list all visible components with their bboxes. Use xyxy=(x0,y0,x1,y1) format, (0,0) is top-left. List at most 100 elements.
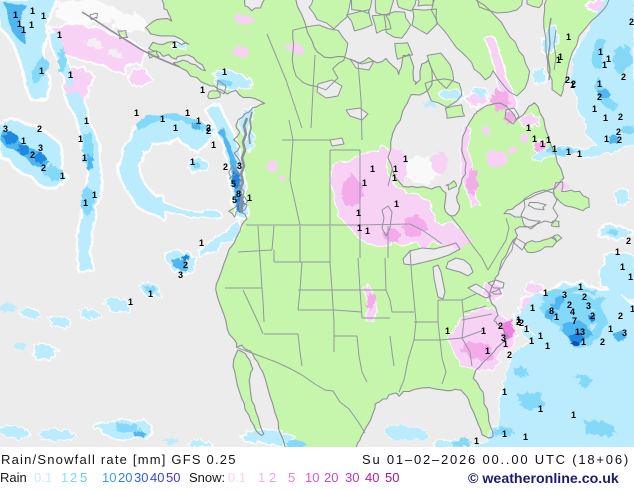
svg-text:3: 3 xyxy=(178,270,183,280)
svg-text:1: 1 xyxy=(538,331,543,341)
svg-text:1: 1 xyxy=(530,303,535,313)
svg-text:1: 1 xyxy=(365,226,370,236)
svg-text:1: 1 xyxy=(82,153,87,163)
svg-text:2: 2 xyxy=(206,123,211,133)
svg-text:1: 1 xyxy=(185,108,190,118)
svg-text:1: 1 xyxy=(566,147,571,157)
svg-text:1: 1 xyxy=(370,164,375,174)
svg-text:1: 1 xyxy=(13,10,18,20)
svg-text:1: 1 xyxy=(577,149,582,159)
svg-text:1: 1 xyxy=(570,80,575,90)
svg-text:1: 1 xyxy=(604,134,609,144)
svg-text:8: 8 xyxy=(236,189,241,199)
svg-text:1: 1 xyxy=(546,135,551,145)
svg-text:1: 1 xyxy=(92,190,97,200)
svg-text:1: 1 xyxy=(222,67,227,77)
svg-text:1: 1 xyxy=(356,208,361,218)
svg-text:2: 2 xyxy=(269,470,276,485)
svg-text:1: 1 xyxy=(566,32,571,42)
svg-text:2: 2 xyxy=(206,126,211,136)
svg-text:1: 1 xyxy=(78,134,83,144)
svg-text:1: 1 xyxy=(571,410,576,420)
svg-text:1: 1 xyxy=(578,282,583,292)
svg-text:2: 2 xyxy=(41,163,46,173)
svg-text:1: 1 xyxy=(523,432,528,442)
svg-text:1: 1 xyxy=(630,304,634,314)
svg-text:1: 1 xyxy=(392,173,397,183)
svg-text:1: 1 xyxy=(503,339,508,349)
svg-text:2: 2 xyxy=(567,300,572,310)
svg-text:2: 2 xyxy=(597,92,602,102)
svg-text:1: 1 xyxy=(545,341,550,351)
svg-text:2: 2 xyxy=(37,124,42,134)
svg-text:1: 1 xyxy=(393,164,398,174)
svg-text:10: 10 xyxy=(102,470,116,485)
svg-text:1: 1 xyxy=(199,238,204,248)
svg-text:Rain/Snowfall rate [mm] GFS 0.: Rain/Snowfall rate [mm] GFS 0.25 xyxy=(1,452,237,467)
svg-text:5: 5 xyxy=(231,179,236,189)
svg-text:2: 2 xyxy=(582,292,587,302)
svg-text:1: 1 xyxy=(532,134,537,144)
svg-text:3: 3 xyxy=(237,161,242,171)
svg-text:Su 01–02–2026 00..00 UTC (18+0: Su 01–02–2026 00..00 UTC (18+06) xyxy=(362,452,630,467)
svg-text:Snow:: Snow: xyxy=(189,470,225,485)
svg-text:2: 2 xyxy=(626,236,631,246)
svg-text:1: 1 xyxy=(608,324,613,334)
svg-text:30: 30 xyxy=(134,470,148,485)
svg-text:1: 1 xyxy=(485,346,490,356)
svg-text:0.1: 0.1 xyxy=(34,470,52,485)
svg-text:13: 13 xyxy=(575,327,585,337)
svg-text:1: 1 xyxy=(403,154,408,164)
svg-text:1: 1 xyxy=(30,6,35,16)
svg-text:1: 1 xyxy=(128,297,133,307)
svg-text:1: 1 xyxy=(558,52,563,62)
svg-text:1: 1 xyxy=(581,337,586,347)
svg-text:2: 2 xyxy=(498,321,503,331)
svg-text:1: 1 xyxy=(538,404,543,414)
svg-text:5: 5 xyxy=(288,470,295,485)
svg-text:1: 1 xyxy=(540,139,545,149)
svg-text:1: 1 xyxy=(597,79,602,89)
svg-text:1: 1 xyxy=(173,123,178,133)
svg-text:40: 40 xyxy=(365,470,379,485)
svg-text:1: 1 xyxy=(620,262,625,272)
svg-text:50: 50 xyxy=(385,470,399,485)
svg-text:2: 2 xyxy=(618,112,623,122)
svg-text:5: 5 xyxy=(80,470,87,485)
svg-text:1: 1 xyxy=(211,140,216,150)
svg-text:1: 1 xyxy=(554,312,559,322)
svg-text:1: 1 xyxy=(615,247,620,257)
svg-text:1: 1 xyxy=(41,11,46,21)
svg-text:1: 1 xyxy=(529,336,534,346)
svg-text:2: 2 xyxy=(571,79,576,89)
svg-text:2: 2 xyxy=(617,135,622,145)
svg-text:1: 1 xyxy=(29,20,34,30)
svg-text:1: 1 xyxy=(190,157,195,167)
svg-text:1: 1 xyxy=(258,470,265,485)
svg-text:2: 2 xyxy=(507,350,512,360)
svg-text:20: 20 xyxy=(118,470,132,485)
svg-text:1: 1 xyxy=(526,123,531,133)
svg-text:3: 3 xyxy=(586,301,591,311)
svg-text:1: 1 xyxy=(394,199,399,209)
svg-text:1: 1 xyxy=(84,116,89,126)
svg-text:5: 5 xyxy=(232,195,237,205)
svg-text:3: 3 xyxy=(562,290,567,300)
svg-text:3: 3 xyxy=(622,328,627,338)
svg-text:1: 1 xyxy=(39,66,44,76)
svg-text:1: 1 xyxy=(21,136,26,146)
svg-text:2: 2 xyxy=(600,337,605,347)
svg-text:2: 2 xyxy=(519,318,524,328)
svg-text:2: 2 xyxy=(70,470,77,485)
svg-text:1: 1 xyxy=(148,289,153,299)
svg-text:2: 2 xyxy=(618,311,623,321)
svg-text:4: 4 xyxy=(570,307,575,317)
svg-text:1: 1 xyxy=(57,30,62,40)
svg-text:1: 1 xyxy=(628,272,633,282)
svg-text:0.1: 0.1 xyxy=(228,470,246,485)
svg-text:1: 1 xyxy=(598,47,603,57)
svg-text:3: 3 xyxy=(38,143,43,153)
svg-text:Rain: Rain xyxy=(0,470,27,485)
svg-text:2: 2 xyxy=(516,317,521,327)
svg-text:2: 2 xyxy=(565,75,570,85)
